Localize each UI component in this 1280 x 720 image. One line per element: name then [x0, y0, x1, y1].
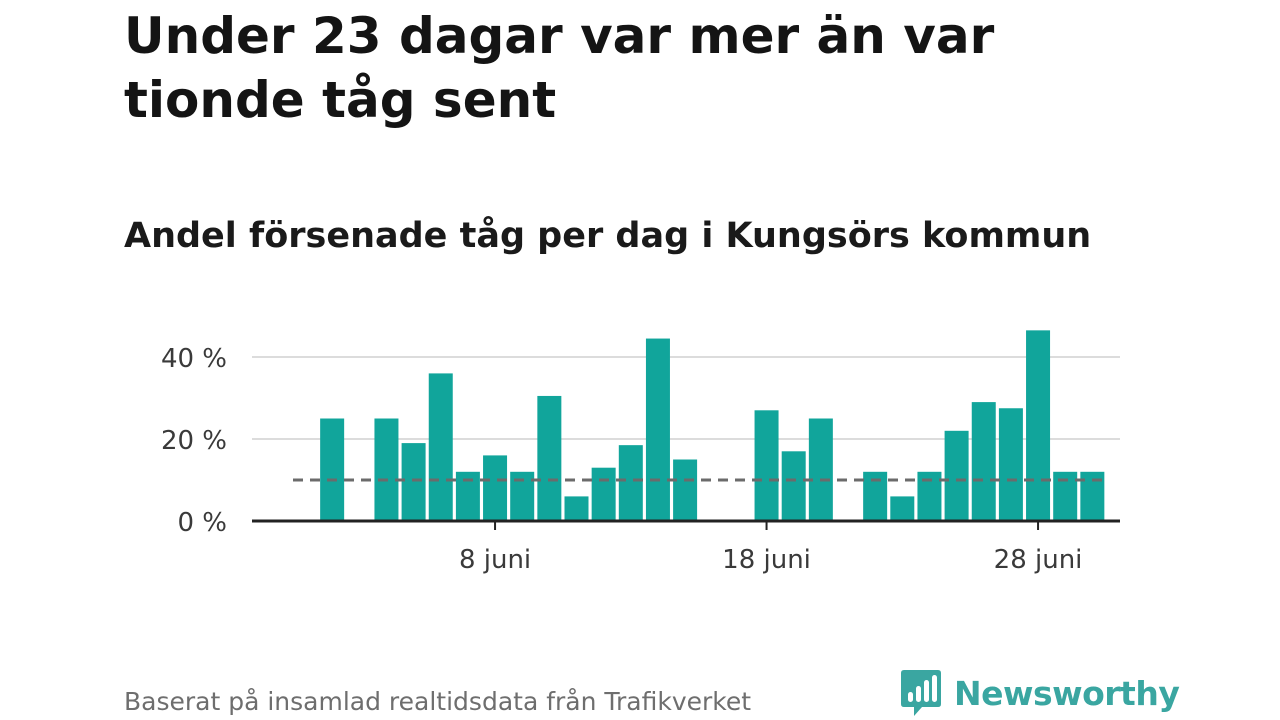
y-tick-label: 20 %: [161, 426, 227, 456]
x-tick-label: 8 juni: [459, 545, 531, 575]
y-tick-label: 0 %: [177, 508, 227, 538]
bar: [971, 402, 996, 521]
bar: [781, 451, 806, 521]
bar: [808, 418, 833, 521]
bars-layer: [320, 330, 1105, 521]
newsworthy-logo: Newsworthy: [900, 668, 1180, 718]
bar: [483, 455, 508, 521]
bar: [645, 338, 670, 521]
bar: [618, 445, 643, 521]
x-tick-label: 28 juni: [994, 545, 1083, 575]
chart-subtitle: Andel försenade tåg per dag i Kungsörs k…: [124, 216, 1092, 256]
bar: [998, 408, 1023, 521]
bar: [428, 373, 453, 521]
brand-name: Newsworthy: [954, 673, 1180, 713]
headline: Under 23 dagar var mer än var tionde tåg…: [124, 7, 995, 129]
bar: [401, 443, 426, 521]
newsworthy-logo-icon: [901, 670, 941, 716]
bar: [673, 459, 698, 521]
source-note: Baserat på insamlad realtidsdata från Tr…: [124, 687, 752, 716]
bar: [374, 418, 399, 521]
axis-layer: 0 % 20 % 40 % 8 juni 18 juni 28 juni: [161, 344, 1120, 575]
bar: [591, 467, 616, 521]
bar: [1026, 330, 1051, 521]
x-tick-label: 18 juni: [722, 545, 811, 575]
bar: [890, 496, 915, 521]
bar: [537, 395, 562, 521]
bar: [564, 496, 589, 521]
bar: [320, 418, 345, 521]
bar: [944, 430, 969, 521]
y-tick-label: 40 %: [161, 344, 227, 374]
bar: [754, 410, 779, 521]
